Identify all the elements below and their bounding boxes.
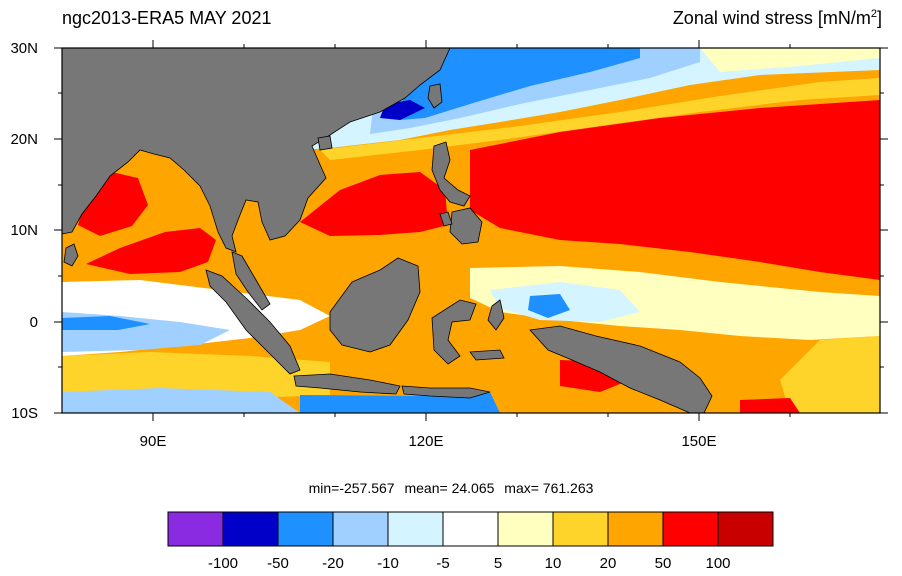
field-statistics: min=-257.567 mean= 24.065 max= 761.263 [0,480,902,496]
colorbar-labels: -100 -50 -20 -10 -5 5 10 20 50 100 [208,555,731,572]
ticks [54,40,888,421]
lat-label-0: 0 [30,314,38,331]
colorbar-box-3 [332,511,389,547]
wind-stress-field [62,48,880,413]
borneo [329,257,421,353]
field-bengal-core [86,228,216,274]
asian-mainland [62,48,451,253]
field-southeast-yellow [780,336,880,413]
colorbar-label-2: -20 [322,555,344,572]
lat-label-30n: 30N [10,40,38,57]
sumatra [205,269,301,375]
colorbar-box-10 [717,511,774,547]
colorbar-label-6: 10 [545,555,562,572]
seram [469,349,505,361]
colorbar-label-5: 5 [494,555,502,572]
lon-label-90e: 90E [140,433,167,450]
field-south-indian-blue [62,388,300,413]
field-north-pale [700,48,880,72]
stat-min: min=-257.567 [308,480,395,496]
colorbar-box-9 [662,511,719,547]
colorbar-box-8 [607,511,664,547]
variable-title: Zonal wind stress [mN/m2] [673,8,882,29]
colorbar-label-3: -10 [377,555,399,572]
lon-label-120e: 120E [408,433,443,450]
field-solomon-red [740,398,800,413]
colorbar-box-0 [167,511,224,547]
lon-label-150e: 150E [681,433,716,450]
colorbar-label-1: -50 [267,555,289,572]
colorbar-box-4 [387,511,444,547]
variable-title-main: Zonal wind stress [mN/m [672,8,871,28]
colorbar-label-8: 50 [655,555,672,572]
lat-label-10n: 10N [10,222,38,239]
field-pacific-core [470,100,880,280]
map-panel: 30N 20N 10N 0 10S 90E 120E 150E [10,40,888,450]
colorbar-label-0: -100 [208,555,238,572]
hainan [317,135,333,151]
colorbar-label-4: -5 [436,555,449,572]
plot-title: ngc2013-ERA5 MAY 2021 [62,8,272,28]
mindanao [449,207,483,245]
colorbar-box-6 [497,511,554,547]
halmahera [487,299,505,331]
colorbar-box-2 [277,511,334,547]
colorbar-box-1 [222,511,279,547]
visayas [439,211,453,227]
lat-label-20n: 20N [10,131,38,148]
colorbar-label-7: 20 [600,555,617,572]
sri-lanka [63,243,79,267]
colorbar-box-5 [442,511,499,547]
variable-title-superscript: 2 [870,8,877,20]
colorbar-boxes [167,511,774,547]
taiwan [427,83,443,109]
field-eq-blue [62,316,150,330]
new-guinea [529,325,713,413]
field-warm-pool-blue [528,294,570,318]
field-scs-core [300,172,448,236]
sulawesi [431,299,477,365]
java [293,373,401,395]
lat-label-10s: 10S [11,405,38,422]
variable-title-close: ] [876,8,882,28]
stat-mean: mean= 24.065 [404,480,495,496]
field-north-yellow [320,78,880,160]
lesser-sunda [401,385,491,399]
malay-peninsula [231,251,271,311]
land-masses [62,48,713,413]
stat-max: max= 761.263 [504,480,594,496]
colorbar-label-9: 100 [705,555,730,572]
field-north-blue [400,48,640,120]
luzon [431,141,471,207]
colorbar-box-7 [552,511,609,547]
